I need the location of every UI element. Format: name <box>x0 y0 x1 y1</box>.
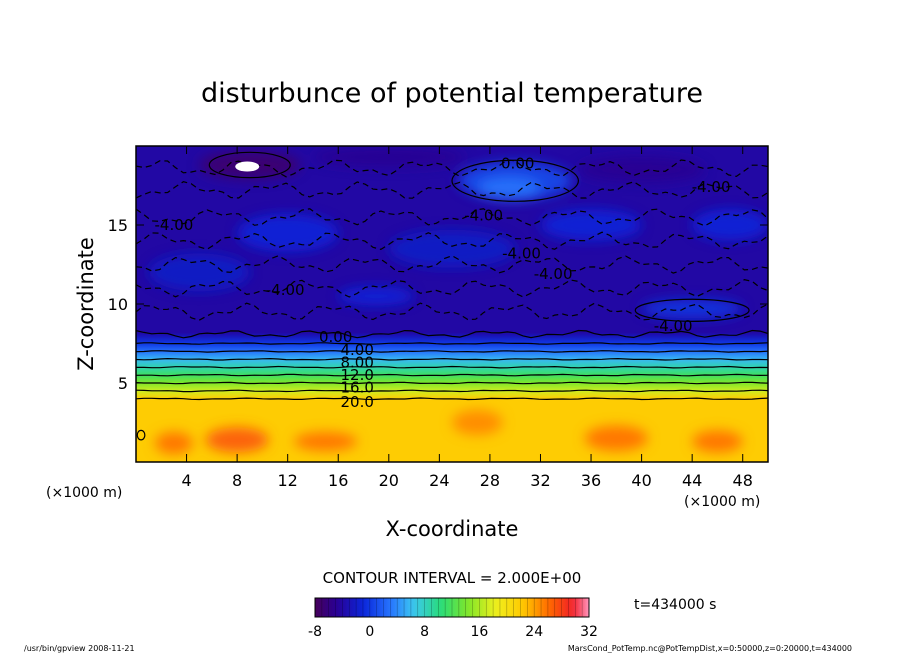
contour-label: -4.00 <box>155 216 194 234</box>
field-patch <box>148 253 250 292</box>
out-of-range-patch <box>235 161 260 172</box>
contour-line-negative <box>136 181 768 199</box>
plot-area: 0.004.008.0012.016.020.0-4.00-4.00-4.00-… <box>136 146 768 462</box>
time-label: t=434000 s <box>634 597 716 613</box>
colorbar-stripes <box>321 598 583 617</box>
x-tick-label: 24 <box>429 471 449 490</box>
contour-line <box>136 365 768 369</box>
field-patch <box>692 209 768 241</box>
x-tick-label: 8 <box>232 471 242 490</box>
colorbar-tick-label: 24 <box>525 624 543 640</box>
contour-line-negative <box>136 279 768 298</box>
y-tick-label: 10 <box>108 295 128 314</box>
field-patch <box>312 147 465 167</box>
x-tick-label: 32 <box>530 471 550 490</box>
x-tick-label: 36 <box>581 471 601 490</box>
contour-interval-text: CONTOUR INTERVAL = 2.000E+00 <box>323 569 582 587</box>
contour-line <box>136 397 768 401</box>
contour-line-negative <box>136 231 768 251</box>
colorbar-tick-label: -8 <box>308 624 322 640</box>
field-patch <box>584 425 648 451</box>
contour-label: -4.00 <box>534 265 573 283</box>
contour-line-negative <box>136 208 768 227</box>
field-patch <box>452 409 503 436</box>
contour-line <box>136 389 768 393</box>
colorbar-tick-label: 16 <box>470 624 488 640</box>
contour-label: 12.0 <box>340 366 373 384</box>
x-tick-label: 40 <box>631 471 651 490</box>
field-patch <box>641 299 743 319</box>
contour-line-negative <box>136 302 768 321</box>
x-tick-label: 44 <box>682 471 702 490</box>
field-patch <box>205 427 269 453</box>
contour-label: 0.00 <box>319 328 352 346</box>
field-patch <box>154 431 193 455</box>
contour-label: -4.00 <box>464 207 503 225</box>
field-patch <box>237 213 339 252</box>
x-tick-label: 16 <box>328 471 348 490</box>
x-axis-ticks: 4 8 12 16 20 24 28 32 36 40 44 48 <box>181 146 753 490</box>
field-patch <box>540 209 642 241</box>
contour-label: 20.0 <box>340 393 373 411</box>
field-patch <box>388 229 516 268</box>
colorbar-frame <box>314 597 590 618</box>
contour-label: 8.00 <box>340 353 373 371</box>
contour-label: 4.00 <box>340 341 373 359</box>
x-tick-label: 4 <box>181 471 191 490</box>
contour-line <box>136 350 768 353</box>
x-tick-label: 48 <box>733 471 753 490</box>
x-axis-label: X-coordinate <box>386 517 519 541</box>
contour-label: -4.00 <box>502 244 541 262</box>
colorbar: -8 0 8 16 24 32 <box>308 597 598 640</box>
contour-label: -4.00 <box>692 178 731 196</box>
colorbar-ticks: -8 0 8 16 24 32 <box>308 624 598 640</box>
contour-ring <box>451 159 580 202</box>
contour-ring <box>136 429 146 441</box>
contour-label: -4.00 <box>266 281 305 299</box>
colorbar-tick-label: 32 <box>580 624 598 640</box>
contour-label: -4.00 <box>654 317 693 335</box>
contour-line <box>136 329 768 339</box>
x-unit-label: (×1000 m) <box>684 494 760 510</box>
contour-label: 0.00 <box>501 154 534 172</box>
y-unit-label: (×1000 m) <box>46 485 122 501</box>
contour-label: 16.0 <box>340 379 373 397</box>
field-patch <box>578 157 705 183</box>
contour-line <box>136 342 768 345</box>
contour-lines <box>136 151 768 441</box>
y-axis-ticks: 5 10 15 <box>108 216 768 393</box>
x-tick-label: 28 <box>480 471 500 490</box>
y-axis-label: Z-coordinate <box>74 237 98 371</box>
colorbar-fill <box>315 598 589 617</box>
field-patch <box>477 177 541 200</box>
contour-line <box>136 357 768 361</box>
field-patch <box>338 286 415 306</box>
footer-left: /usr/bin/gpview 2008-11-21 <box>24 644 135 653</box>
contour-ring <box>634 298 750 322</box>
field-patch <box>294 431 358 451</box>
x-tick-label: 20 <box>379 471 399 490</box>
chart-title: disturbunce of potential temperature <box>201 78 703 109</box>
footer-right: MarsCond_PotTemp.nc@PotTempDist,x=0:5000… <box>568 644 852 653</box>
contour-line <box>136 381 768 385</box>
contour-line-negative <box>136 255 768 274</box>
contour-labels: 0.004.008.0012.016.020.0-4.00-4.00-4.00-… <box>155 154 731 411</box>
y-tick-label: 5 <box>118 374 128 393</box>
y-tick-label: 15 <box>108 216 128 235</box>
colorbar-tick-label: 0 <box>365 624 374 640</box>
colorbar-tick-label: 8 <box>420 624 429 640</box>
contour-ring <box>208 151 291 179</box>
contour-line <box>136 373 768 377</box>
x-tick-label: 12 <box>278 471 298 490</box>
field-patch <box>692 430 743 453</box>
